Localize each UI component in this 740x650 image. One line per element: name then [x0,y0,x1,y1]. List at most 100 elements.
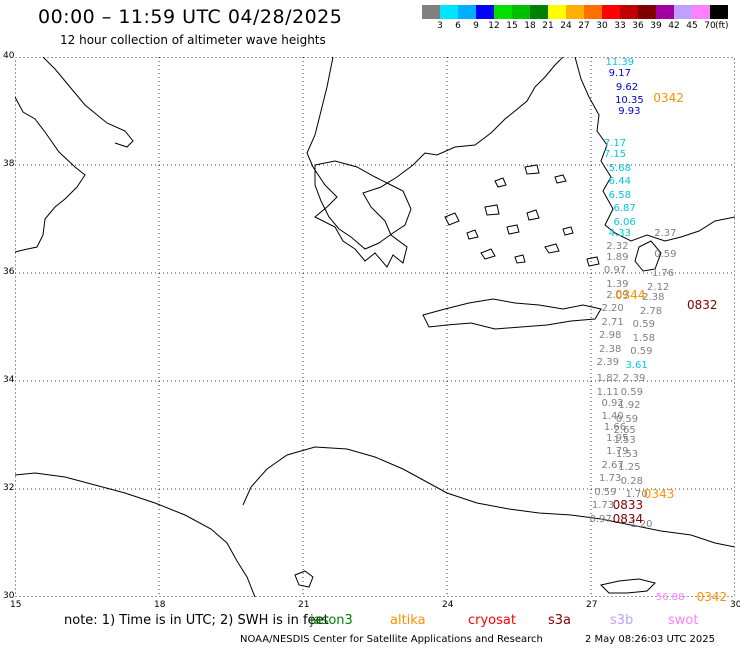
wave-height-label: 56.88 [655,592,685,603]
colorbar-swatch [494,5,512,19]
wave-height-label: 2.71 [601,316,624,328]
colorbar-label: 18 [524,21,536,31]
colorbar-swatch [512,5,530,19]
wave-height-label: 2.37 [654,227,677,239]
wave-height-label: 1.11 [596,386,619,398]
colorbar-label: 6 [455,21,461,31]
colorbar-swatch [476,5,494,19]
pass-time-label: 0834 [612,511,644,526]
wave-height-label: 1.79 [606,446,629,458]
wave-height-label: 2.20 [601,303,624,315]
wave-height-label: 9.17 [608,68,631,80]
colorbar-label: 3 [437,21,443,31]
wave-height-label: 6.58 [608,189,631,201]
wave-height-label: 1.92 [618,400,641,412]
wave-height-label: 1.58 [632,332,655,344]
wave-height-label: 1.73 [591,500,615,512]
italy-coastline [15,96,86,253]
lon-tick-label: 18 [154,600,166,610]
lat-tick-label: 40 [3,51,15,61]
lon-tick-label: 30 [730,600,740,610]
wave-height-label: 2.39 [623,373,646,385]
colorbar-unit: (ft) [715,21,729,31]
wave-height-label: 0.59 [630,346,653,358]
turkey-coastline [574,57,735,242]
wave-height-label: 6.44 [608,176,631,188]
balkans-coastline [306,57,564,268]
colorbar-label: 42 [668,21,680,31]
colorbar-swatch [458,5,476,19]
rhodes-coastline [634,240,662,272]
legend-item-altika: altika [390,613,426,628]
colorbar-swatch [656,5,674,19]
wave-height-label: 2.98 [599,330,622,342]
pass-time-label: 0833 [612,498,644,513]
lon-tick-label: 27 [586,600,598,610]
wave-height-label: 1.39 [606,278,629,290]
wave-height-label: 4.33 [608,227,631,239]
wave-height-label: 6.87 [613,203,636,215]
colorbar [422,5,728,19]
wave-height-label: 1.25 [618,462,641,474]
wave-height-label: 10.35 [615,95,644,107]
wave-height-label: 2.38 [642,292,665,304]
wave-height-label: 2.65 [613,424,636,436]
lon-tick-label: 21 [298,600,310,610]
wave-height-label: 2.39 [596,357,619,369]
colorbar-swatch [548,5,566,19]
wave-height-label: 3.61 [625,359,648,371]
lat-lon-grid [15,57,735,597]
legend-item-jason3: jason3 [310,613,353,628]
wave-height-label: 1.66 [603,421,627,433]
wave-height-label: 1.70 [625,489,648,501]
legend-item-s3b: s3b [610,613,634,628]
timestamp-text: 2 May 08:26:03 UTC 2025 [585,634,715,645]
wave-height-label: 1.53 [615,448,639,460]
lat-tick-label: 30 [3,591,15,601]
cyprus-coastline [600,578,656,594]
lon-tick-label: 24 [442,600,454,610]
legend-item-cryosat: cryosat [468,613,516,628]
lon-tick-label: 15 [10,600,22,610]
wave-height-label: 7.15 [603,149,627,161]
wave-height-label: 2.32 [606,241,629,252]
colorbar-swatch [620,5,638,19]
wave-height-label: 1.53 [613,435,636,447]
colorbar-label: 39 [650,21,662,31]
lat-tick-label: 36 [3,267,15,277]
lat-tick-label: 38 [3,159,15,169]
wave-height-label: 2.12 [647,281,670,293]
wave-height-label: 0.97 [603,265,627,277]
colorbar-label: 70 [704,21,716,31]
wave-height-label: 0.59 [615,413,639,425]
colorbar-swatch [584,5,602,19]
map-subtitle: 12 hour collection of altimeter wave hei… [60,33,326,47]
colorbar-swatch [602,5,620,19]
wave-height-label: 2.09 [606,289,629,301]
wave-height-label: 0.59 [620,386,643,398]
wave-height-label: 1.82 [596,373,619,385]
wave-height-label: 5.68 [608,162,631,174]
colorbar-label: 24 [560,21,572,31]
pass-time-label: 0344 [615,287,646,302]
map-canvas [15,57,735,597]
colorbar-label: 21 [542,21,554,31]
legend-item-swot: swot [668,613,699,628]
colorbar-swatch [710,5,728,19]
wave-height-label: 7.17 [603,138,627,150]
italy-coastline-north [42,57,134,148]
wave-height-label: 1.76 [651,268,675,279]
coastlines [15,57,735,597]
wave-height-label: 0.28 [620,475,643,487]
map-frame [15,57,735,597]
wave-height-label: 6.06 [613,216,636,228]
wave-height-label: 1.20 [630,519,653,531]
colorbar-label: 27 [578,21,590,31]
colorbar-swatch [530,5,548,19]
wave-height-label: 2.67 [601,459,624,471]
footer-note: note: 1) Time is in UTC; 2) SWH is in fe… [64,613,329,628]
colorbar-label: 9 [473,21,479,31]
lat-tick-label: 34 [3,375,15,385]
colorbar-label: 45 [686,21,698,31]
wave-height-label: 1.95 [606,432,629,444]
